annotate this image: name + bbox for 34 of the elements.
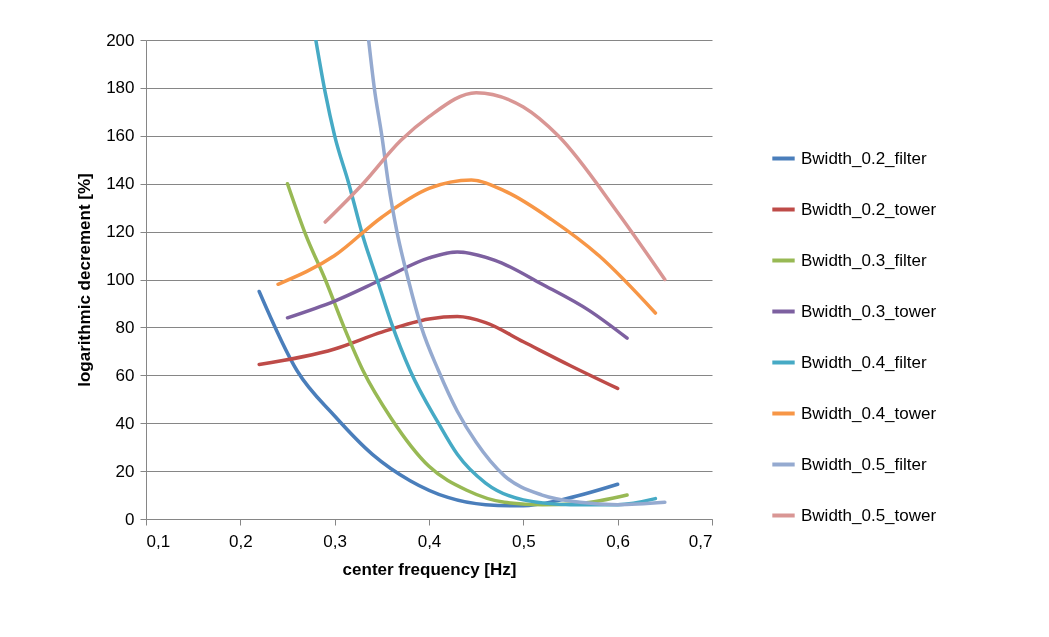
y-tick-label: 200 [106, 30, 135, 50]
line-series [257, 314, 620, 391]
x-tick-label: 0,3 [323, 531, 347, 551]
x-tick-label: 0,1 [146, 531, 171, 551]
legend-label: Bwidth_0.5_filter [801, 454, 928, 474]
legend-label: Bwidth_0.3_filter [801, 250, 928, 270]
y-tick-label: 20 [115, 461, 135, 481]
line-series [285, 250, 629, 340]
line-series [323, 90, 667, 282]
y-axis-title: logarithmic decrement [%] [75, 173, 95, 387]
y-tick-label: 160 [106, 126, 135, 146]
legend-label: Bwidth_0.2_tower [801, 199, 937, 219]
legend-label: Bwidth_0.4_filter [801, 352, 928, 372]
x-axis-title: center frequency [Hz] [342, 559, 517, 579]
y-tick-label: 180 [106, 78, 135, 98]
x-tick-label: 0,7 [688, 531, 713, 551]
x-tick-label: 0,2 [229, 531, 253, 551]
y-tick-label: 120 [106, 222, 135, 242]
y-tick-label: 0 [125, 509, 135, 529]
x-tick-label: 0,6 [606, 531, 630, 551]
y-tick-label: 140 [106, 174, 135, 194]
legend-label: Bwidth_0.5_tower [801, 505, 937, 525]
y-tick-label: 80 [115, 317, 135, 337]
y-tick-label: 40 [115, 413, 135, 433]
y-tick-label: 60 [115, 365, 135, 385]
x-tick-label: 0,5 [512, 531, 536, 551]
line-series [276, 178, 658, 315]
x-tick-label: 0,4 [417, 531, 442, 551]
legend-label: Bwidth_0.4_tower [801, 403, 937, 423]
line-series [314, 40, 658, 507]
legend-label: Bwidth_0.2_filter [801, 148, 928, 168]
y-tick-label: 100 [106, 270, 135, 289]
legend-label: Bwidth_0.3_tower [801, 301, 937, 321]
line-series [366, 40, 667, 507]
